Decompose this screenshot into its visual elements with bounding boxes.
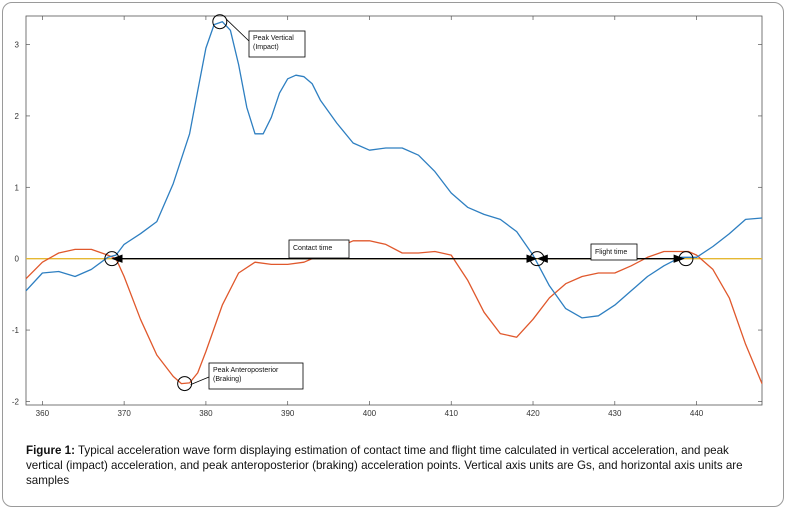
peak-vertical-marker xyxy=(212,14,228,30)
y-tick-label: 3 xyxy=(15,41,20,50)
peak-anteroposterior-label-text: Peak Anteroposterior xyxy=(213,367,279,374)
x-tick-label: 400 xyxy=(363,409,377,418)
y-tick-label: 0 xyxy=(15,255,20,264)
peak-vertical-label: Peak Vertical (Impact) xyxy=(226,19,306,58)
caption-text: Typical acceleration wave form displayin… xyxy=(26,444,743,487)
x-tick-label: 360 xyxy=(36,409,50,418)
flight-time-label-text: Flight time xyxy=(595,249,627,256)
peak-vertical-label-leader xyxy=(226,19,250,42)
peak-vertical-label-box xyxy=(248,30,306,58)
caption-prefix: Figure 1: xyxy=(26,444,75,457)
peak-anteroposterior-label-leader xyxy=(190,376,210,385)
y-tick-label: 1 xyxy=(15,183,20,192)
axis-ticks: 360 370 380 390 400 410 420 430 440 3 2 1 0 -1 -2 xyxy=(12,16,762,418)
event-markers xyxy=(104,14,694,392)
figure-caption: Figure 1: Typical acceleration wave form… xyxy=(26,443,766,488)
x-tick-label: 390 xyxy=(281,409,295,418)
contact-time-label: Contact time xyxy=(288,239,350,259)
flight-time-label-box xyxy=(590,243,638,261)
peak-anteroposterior-label-box xyxy=(208,362,304,390)
x-tick-label: 430 xyxy=(608,409,622,418)
x-tick-label: 380 xyxy=(199,409,213,418)
x-tick-label: 440 xyxy=(690,409,704,418)
plot-area xyxy=(25,15,763,406)
contact-time-label-box xyxy=(288,239,350,259)
vertical-acceleration-line xyxy=(25,21,763,319)
y-tick-label: -1 xyxy=(12,326,20,335)
flight-time-label: Flight time xyxy=(590,243,638,261)
y-tick-label: 2 xyxy=(15,112,20,121)
contact-start-marker xyxy=(104,251,120,267)
acceleration-chart: 360 370 380 390 400 410 420 430 440 3 2 1 0 -1 -2 Peak… xyxy=(12,14,763,418)
contact-time-label-text: Contact time xyxy=(293,245,332,252)
contact-end-marker xyxy=(529,251,545,267)
peak-anteroposterior-marker xyxy=(177,376,193,392)
peak-anteroposterior-label-text: (Braking) xyxy=(213,376,241,383)
y-tick-label: -2 xyxy=(12,397,20,406)
peak-vertical-label-text: Peak Vertical xyxy=(253,35,294,42)
x-tick-label: 370 xyxy=(117,409,131,418)
flight-end-marker xyxy=(678,251,694,267)
peak-vertical-label-text: (Impact) xyxy=(253,44,279,51)
x-tick-label: 410 xyxy=(445,409,459,418)
peak-anteroposterior-label: Peak Anteroposterior (Braking) xyxy=(190,362,304,390)
annotation-group: Peak Vertical (Impact) Peak Anteroposterio… xyxy=(190,19,638,390)
x-tick-label: 420 xyxy=(526,409,540,418)
